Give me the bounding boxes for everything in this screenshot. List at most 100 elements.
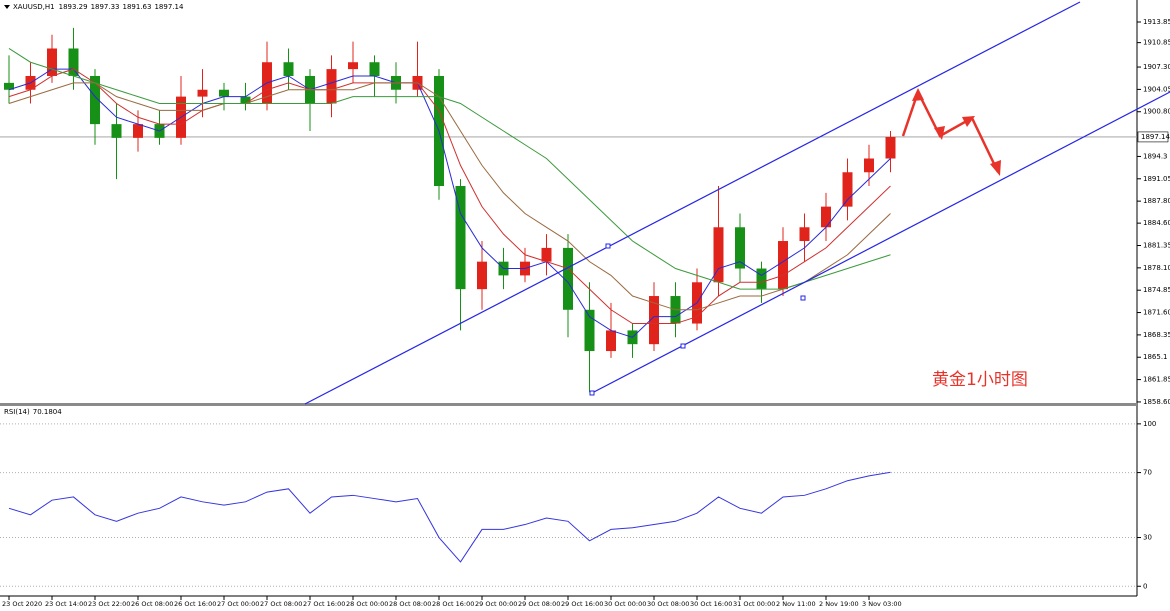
arrow-head — [912, 88, 924, 101]
candle-body — [541, 247, 552, 262]
candle-body — [864, 158, 874, 173]
candle-body — [713, 227, 724, 283]
header-open: 1893.29 — [59, 3, 88, 11]
y-tick-label: 1858.60 — [1143, 398, 1170, 406]
candle-body — [283, 62, 294, 76]
candle-body — [584, 309, 595, 352]
candle-body — [369, 62, 380, 76]
y-tick-label: 1861.85 — [1143, 376, 1170, 384]
candle-body — [799, 227, 810, 242]
channel-lower — [591, 91, 1170, 394]
channel-handle — [800, 295, 806, 301]
channel-upper — [304, 1, 1081, 405]
x-tick-label: 29 Oct 00:00 — [475, 600, 517, 608]
candle-body — [778, 241, 788, 290]
x-tick-label: 29 Oct 16:00 — [561, 600, 603, 608]
channel-handle — [680, 343, 686, 349]
y-tick-label: 1887.80 — [1143, 197, 1170, 205]
x-tick-label: 27 Oct 08:00 — [260, 600, 302, 608]
rsi-current: 70.1804 — [33, 408, 62, 416]
candle-body — [821, 206, 831, 228]
candle-body — [4, 82, 14, 90]
candle-body — [133, 124, 143, 138]
moving-average — [8, 68, 891, 325]
x-tick-label: 28 Oct 08:00 — [389, 600, 431, 608]
x-tick-label: 23 Oct 2020 — [2, 600, 42, 608]
candle-body — [756, 268, 767, 290]
x-tick-label: 3 Nov 03:00 — [862, 600, 902, 608]
rsi-header: RSI(14) 70.1804 — [4, 408, 62, 416]
last-price-tag — [1137, 131, 1169, 143]
x-tick-label: 28 Oct 00:00 — [346, 600, 388, 608]
candle-body — [649, 296, 659, 345]
x-tick-label: 30 Oct 16:00 — [690, 600, 732, 608]
x-tick-label: 31 Oct 00:00 — [733, 600, 775, 608]
y-tick-label: 1871.60 — [1143, 309, 1170, 317]
x-tick-label: 29 Oct 08:00 — [518, 600, 560, 608]
x-tick-label: 30 Oct 08:00 — [647, 600, 689, 608]
arrow-head — [990, 160, 1001, 176]
moving-average — [8, 82, 891, 311]
y-tick-label: 1894.3 — [1143, 152, 1168, 160]
candle-body — [477, 261, 487, 290]
x-tick-label: 2 Nov 11:00 — [776, 600, 816, 608]
x-tick-label: 27 Oct 00:00 — [217, 600, 259, 608]
candle-body — [111, 124, 122, 138]
candle-body — [606, 330, 616, 352]
y-tick-label: 100 — [1143, 420, 1156, 428]
y-tick-label: 1868.35 — [1143, 331, 1170, 339]
y-tick-label: 1874.85 — [1143, 286, 1170, 294]
candle-body — [326, 69, 337, 104]
x-tick-label: 2 Nov 19:00 — [819, 600, 859, 608]
y-tick-label: 30 — [1143, 534, 1152, 542]
candle-body — [68, 48, 79, 76]
x-tick-label: 23 Oct 14:00 — [45, 600, 87, 608]
panel-separator — [0, 403, 1137, 406]
candle-body — [219, 89, 229, 97]
channel-handle — [605, 243, 611, 249]
last-price-label: 1897.14 — [1141, 133, 1170, 141]
candle-body — [90, 75, 100, 125]
header-low: 1891.63 — [123, 3, 152, 11]
moving-average — [8, 68, 891, 338]
y-tick-label: 1904.05 — [1143, 85, 1170, 93]
header-close: 1897.14 — [154, 3, 183, 11]
candle-body — [348, 62, 358, 70]
y-tick-label: 1900.80 — [1143, 108, 1170, 116]
candle-body — [842, 172, 853, 207]
x-tick-label: 26 Oct 08:00 — [131, 600, 173, 608]
rsi-title: RSI(14) — [4, 408, 30, 416]
candle-body — [240, 96, 251, 104]
y-tick-label: 0 — [1143, 582, 1147, 590]
x-tick-label: 30 Oct 00:00 — [604, 600, 646, 608]
candle-body — [197, 89, 208, 97]
candle-body — [735, 227, 745, 269]
x-tick-label: 28 Oct 16:00 — [432, 600, 474, 608]
candle-body — [885, 136, 896, 159]
x-tick-label: 23 Oct 22:00 — [88, 600, 130, 608]
y-tick-label: 1884.60 — [1143, 219, 1170, 227]
y-tick-label: 1910.85 — [1143, 39, 1170, 47]
menu-icon[interactable] — [4, 5, 10, 9]
rsi-line — [8, 471, 891, 563]
symbol: XAUUSD,H1 — [13, 3, 55, 11]
x-tick-label: 27 Oct 16:00 — [303, 600, 345, 608]
candle-body — [47, 48, 57, 76]
y-tick-label: 1865.1 — [1143, 353, 1168, 361]
chart-header: XAUUSD,H1 1893.29 1897.33 1891.63 1897.14 — [13, 3, 184, 11]
candle-body — [563, 247, 573, 310]
y-tick-label: 1907.30 — [1143, 63, 1170, 71]
annotation: 黄金1小时图 — [932, 370, 1028, 390]
y-tick-label: 1881.35 — [1143, 241, 1170, 249]
y-tick-label: 1913.85 — [1143, 18, 1170, 26]
y-tick-label: 70 — [1143, 469, 1152, 477]
x-tick-label: 26 Oct 16:00 — [174, 600, 216, 608]
arrow-head — [934, 126, 945, 140]
y-tick-label: 1878.10 — [1143, 264, 1170, 272]
candle-body — [455, 186, 466, 290]
header-high: 1897.33 — [91, 3, 120, 11]
